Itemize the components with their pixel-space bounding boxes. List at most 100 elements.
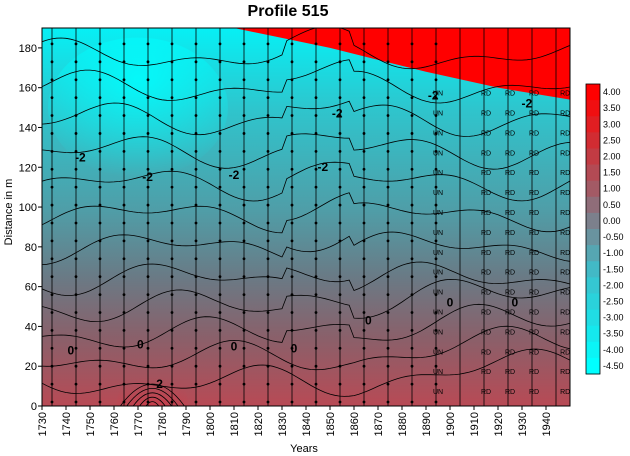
contour-line: [42, 28, 570, 70]
sample-point: [122, 257, 126, 261]
contour-line: [42, 261, 570, 296]
station-mark: RD: [560, 329, 570, 336]
sample-point: [290, 346, 294, 350]
station-mark: RD: [505, 309, 515, 316]
sample-point: [122, 60, 126, 64]
station-mark: RD: [529, 130, 539, 137]
sample-point: [194, 346, 198, 350]
sample-point: [266, 275, 270, 279]
station-mark: RD: [505, 250, 515, 257]
y-tick-label: 60: [25, 282, 37, 294]
sample-point: [290, 42, 294, 46]
colorbar-tick-label: 1.00: [603, 184, 621, 194]
station-mark: UN: [433, 190, 443, 197]
sample-point: [338, 78, 342, 82]
sample-point: [50, 221, 54, 225]
sample-point: [74, 185, 78, 189]
sample-point: [314, 239, 318, 243]
colorbar-cell: [586, 277, 600, 294]
sample-point: [314, 185, 318, 189]
contour-line: [126, 388, 179, 406]
sample-point: [338, 203, 342, 207]
sample-point: [266, 132, 270, 135]
sample-point: [362, 132, 366, 135]
sample-point: [410, 185, 414, 189]
colorbar-cell: [586, 196, 600, 214]
sample-point: [194, 257, 198, 261]
sample-point: [434, 364, 438, 368]
sample-point: [386, 114, 390, 117]
y-tick-label: 80: [25, 242, 37, 254]
sample-point: [74, 42, 78, 46]
sample-point: [314, 257, 318, 261]
sample-point: [290, 132, 294, 135]
sample-point: [314, 60, 318, 64]
sample-point: [410, 400, 414, 404]
station-mark: UN: [433, 309, 443, 316]
sample-point: [122, 400, 126, 404]
sample-point: [194, 221, 198, 225]
sample-point: [338, 311, 342, 314]
sample-point: [434, 96, 438, 100]
sample-point: [362, 221, 366, 225]
sample-point: [218, 42, 222, 46]
station-mark: UN: [433, 91, 443, 98]
contour-line: [132, 392, 172, 406]
contour-line: [139, 396, 166, 406]
sample-point: [170, 400, 174, 404]
sample-point: [170, 42, 174, 46]
sample-point: [170, 346, 174, 350]
sample-point: [362, 60, 366, 64]
x-tick-label: 1840: [301, 412, 313, 436]
sample-point: [290, 382, 294, 386]
contour-line: [120, 383, 185, 406]
colorbar-tick-label: -1.50: [603, 264, 624, 274]
sample-point: [434, 203, 438, 207]
station-mark: UN: [433, 230, 443, 237]
sample-point: [266, 185, 270, 189]
station-mark: RD: [505, 329, 515, 336]
sample-point: [170, 221, 174, 225]
sample-point: [50, 96, 54, 100]
sample-point: [314, 78, 318, 82]
x-tick-label: 1820: [253, 412, 265, 436]
sample-point: [194, 203, 198, 207]
colorbar-cell: [586, 116, 600, 133]
sample-point: [98, 114, 102, 117]
sample-point: [338, 114, 342, 117]
sample-point: [218, 329, 222, 332]
sample-point: [194, 42, 198, 46]
sample-point: [434, 400, 438, 404]
sample-point: [434, 78, 438, 82]
sample-point: [410, 114, 414, 117]
sample-point: [410, 293, 414, 296]
contour-label: 2: [156, 377, 163, 391]
sample-point: [410, 382, 414, 386]
sample-point: [386, 167, 390, 171]
sample-point: [170, 132, 174, 135]
station-mark: UN: [433, 329, 443, 336]
x-tick-label: 1780: [157, 412, 169, 436]
contour-line: [42, 59, 570, 104]
sample-point: [218, 167, 222, 171]
sample-point: [338, 364, 342, 368]
sample-point: [218, 382, 222, 386]
sample-point: [98, 311, 102, 314]
sample-point: [98, 275, 102, 279]
colorbar-tick-label: -2.50: [603, 297, 624, 307]
sample-point: [242, 311, 246, 314]
chart-title: Profile 515: [248, 3, 329, 20]
y-tick-label: 180: [19, 43, 37, 55]
sample-point: [50, 78, 54, 82]
station-mark: RD: [481, 91, 491, 98]
sample-point: [74, 329, 78, 332]
sample-point: [314, 382, 318, 386]
sample-point: [122, 203, 126, 207]
sample-point: [146, 364, 150, 368]
colorbar-tick-label: -4.50: [603, 361, 624, 371]
sample-point: [410, 364, 414, 368]
colorbar-cell: [586, 309, 600, 327]
sample-point: [290, 167, 294, 171]
sample-point: [218, 221, 222, 225]
station-mark: RD: [560, 150, 570, 157]
